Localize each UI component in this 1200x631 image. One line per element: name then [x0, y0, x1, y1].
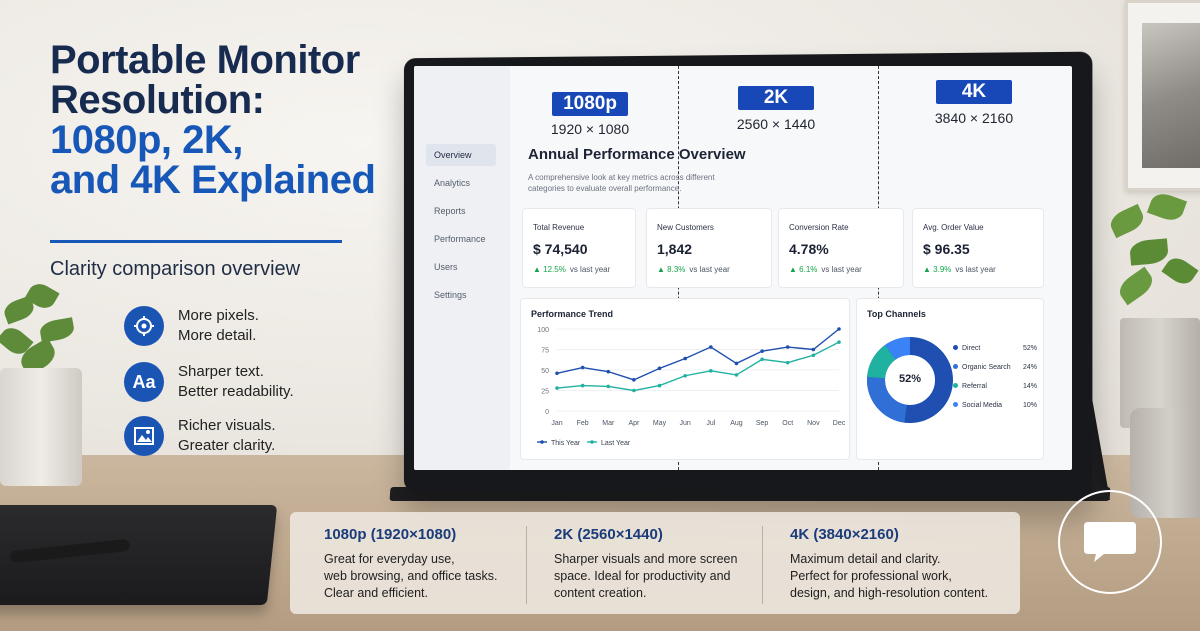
target-icon	[124, 306, 164, 346]
x-tick-label: May	[653, 420, 667, 427]
data-point	[709, 369, 713, 373]
channel-legend: Direct 52% Organic Search 24% Referral 1…	[953, 345, 1037, 421]
chat-bubble-icon	[1084, 522, 1136, 562]
resolution-info-panel: 1080p (1920×1080) Great for everyday use…	[290, 512, 1020, 614]
info-divider	[526, 526, 527, 604]
channel-row-social: Social Media 10%	[953, 402, 1037, 421]
x-tick-label: Feb	[577, 420, 589, 427]
x-tick-label: Nov	[807, 420, 820, 427]
dims-2k: 2560 × 1440	[736, 116, 816, 132]
data-point	[760, 357, 764, 362]
x-tick-label: Apr	[628, 420, 640, 427]
series-line-last-year	[556, 341, 840, 392]
mug	[1130, 408, 1200, 518]
data-point	[606, 384, 611, 389]
info-4k: 4K (3840×2160) Maximum detail and clarit…	[790, 526, 989, 600]
data-point	[734, 361, 739, 366]
legend-swatch-dot	[540, 440, 544, 444]
trend-title: Performance Trend	[531, 309, 614, 319]
x-tick-label: Jun	[680, 420, 691, 427]
data-point	[734, 373, 739, 377]
dashboard-description: A comprehensive look at key metrics acro…	[528, 173, 715, 193]
sidebar-item-analytics[interactable]: Analytics	[434, 178, 471, 188]
data-point	[811, 347, 816, 352]
performance-trend-card: Performance Trend 0 25 50 75 100 Jan Feb Mar Apr…	[520, 298, 850, 460]
x-tick-label: Jan	[551, 420, 562, 427]
subtitle: Clarity comparison overview	[50, 258, 301, 280]
badge-1080p: 1080p	[552, 92, 628, 116]
title-underline	[50, 240, 342, 243]
dims-1080p: 1920 × 1080	[550, 121, 630, 137]
sidebar-item-performance[interactable]: Performance	[434, 234, 486, 244]
data-point	[837, 327, 841, 331]
sidebar-item-settings[interactable]: Settings	[434, 290, 467, 300]
trend-chart: 0 25 50 75 100 Jan Feb Mar Apr May Jun Jul Aug Sep Oct…	[537, 327, 846, 447]
kpi-conversion-rate: Conversion Rate 4.78% ▲ 6.1% vs last year	[778, 208, 904, 288]
x-tick-label: Aug	[730, 420, 743, 427]
data-point	[580, 383, 585, 388]
y-tick-label: 50	[541, 368, 549, 375]
legend-label: Last Year	[601, 440, 631, 447]
page-title: Portable Monitor Resolution: 1080p, 2K, …	[50, 38, 376, 202]
x-tick-label: Mar	[602, 420, 615, 427]
sidebar-item-reports[interactable]: Reports	[434, 206, 466, 216]
channels-title: Top Channels	[867, 309, 926, 319]
data-point	[606, 369, 611, 374]
y-tick-label: 0	[545, 409, 549, 416]
data-point	[683, 356, 687, 361]
data-point	[785, 345, 790, 349]
kpi-new-customers: New Customers 1,842 ▲ 8.3% vs last year	[646, 208, 772, 288]
channel-row-direct: Direct 52%	[953, 345, 1037, 364]
sidebar-item-users[interactable]: Users	[434, 262, 458, 272]
x-tick-label: Sep	[756, 420, 769, 427]
donut-center-label: 52%	[898, 373, 922, 385]
data-point	[683, 373, 687, 378]
data-point	[657, 383, 662, 388]
data-point	[760, 349, 764, 353]
image-icon	[124, 416, 164, 456]
legend-label: This Year	[551, 440, 581, 447]
legend-swatch-dot	[590, 440, 594, 444]
info-2k: 2K (2560×1440) Sharper visuals and more …	[554, 526, 738, 600]
data-point	[837, 340, 841, 344]
badge-2k: 2K	[738, 86, 814, 110]
channel-row-referral: Referral 14%	[953, 383, 1037, 402]
kpi-avg-order-value: Avg. Order Value $ 96.35 ▲ 3.9% vs last y…	[912, 208, 1044, 288]
top-channels-card: Top Channels 52% Direct 52% Organic Sear…	[856, 298, 1044, 460]
channel-row-organic: Organic Search 24%	[953, 364, 1037, 383]
y-tick-label: 75	[541, 348, 549, 355]
dashboard-title: Annual Performance Overview	[528, 146, 746, 163]
series-line-this-year	[556, 328, 840, 381]
info-1080p: 1080p (1920×1080) Great for everyday use…	[324, 526, 498, 600]
text-aa-icon: Aa	[124, 362, 164, 402]
sidebar-item-overview[interactable]: Overview	[426, 144, 496, 166]
data-point	[657, 366, 662, 371]
sidebar: Overview Analytics Reports Performance U…	[414, 66, 510, 470]
channels-donut	[867, 337, 953, 423]
info-divider	[762, 526, 763, 604]
y-tick-label: 25	[541, 389, 549, 396]
data-point	[555, 386, 559, 390]
data-point	[811, 353, 816, 358]
x-tick-label: Jul	[706, 420, 715, 427]
data-point	[555, 371, 559, 376]
x-tick-label: Dec	[833, 420, 846, 427]
y-tick-label: 100	[537, 327, 549, 334]
data-point	[785, 360, 790, 365]
dims-4k: 3840 × 2160	[934, 110, 1014, 126]
data-point	[580, 365, 585, 370]
data-point	[632, 388, 636, 393]
kpi-total-revenue: Total Revenue $ 74,540 ▲ 12.5% vs last ye…	[522, 208, 636, 288]
data-point	[709, 345, 713, 349]
badge-4k: 4K	[936, 80, 1012, 104]
monitor-screen: Overview Analytics Reports Performance U…	[414, 66, 1072, 470]
wall-picture	[1125, 0, 1200, 191]
chat-button[interactable]	[1058, 490, 1162, 594]
x-tick-label: Oct	[782, 420, 793, 427]
data-point	[632, 378, 636, 382]
